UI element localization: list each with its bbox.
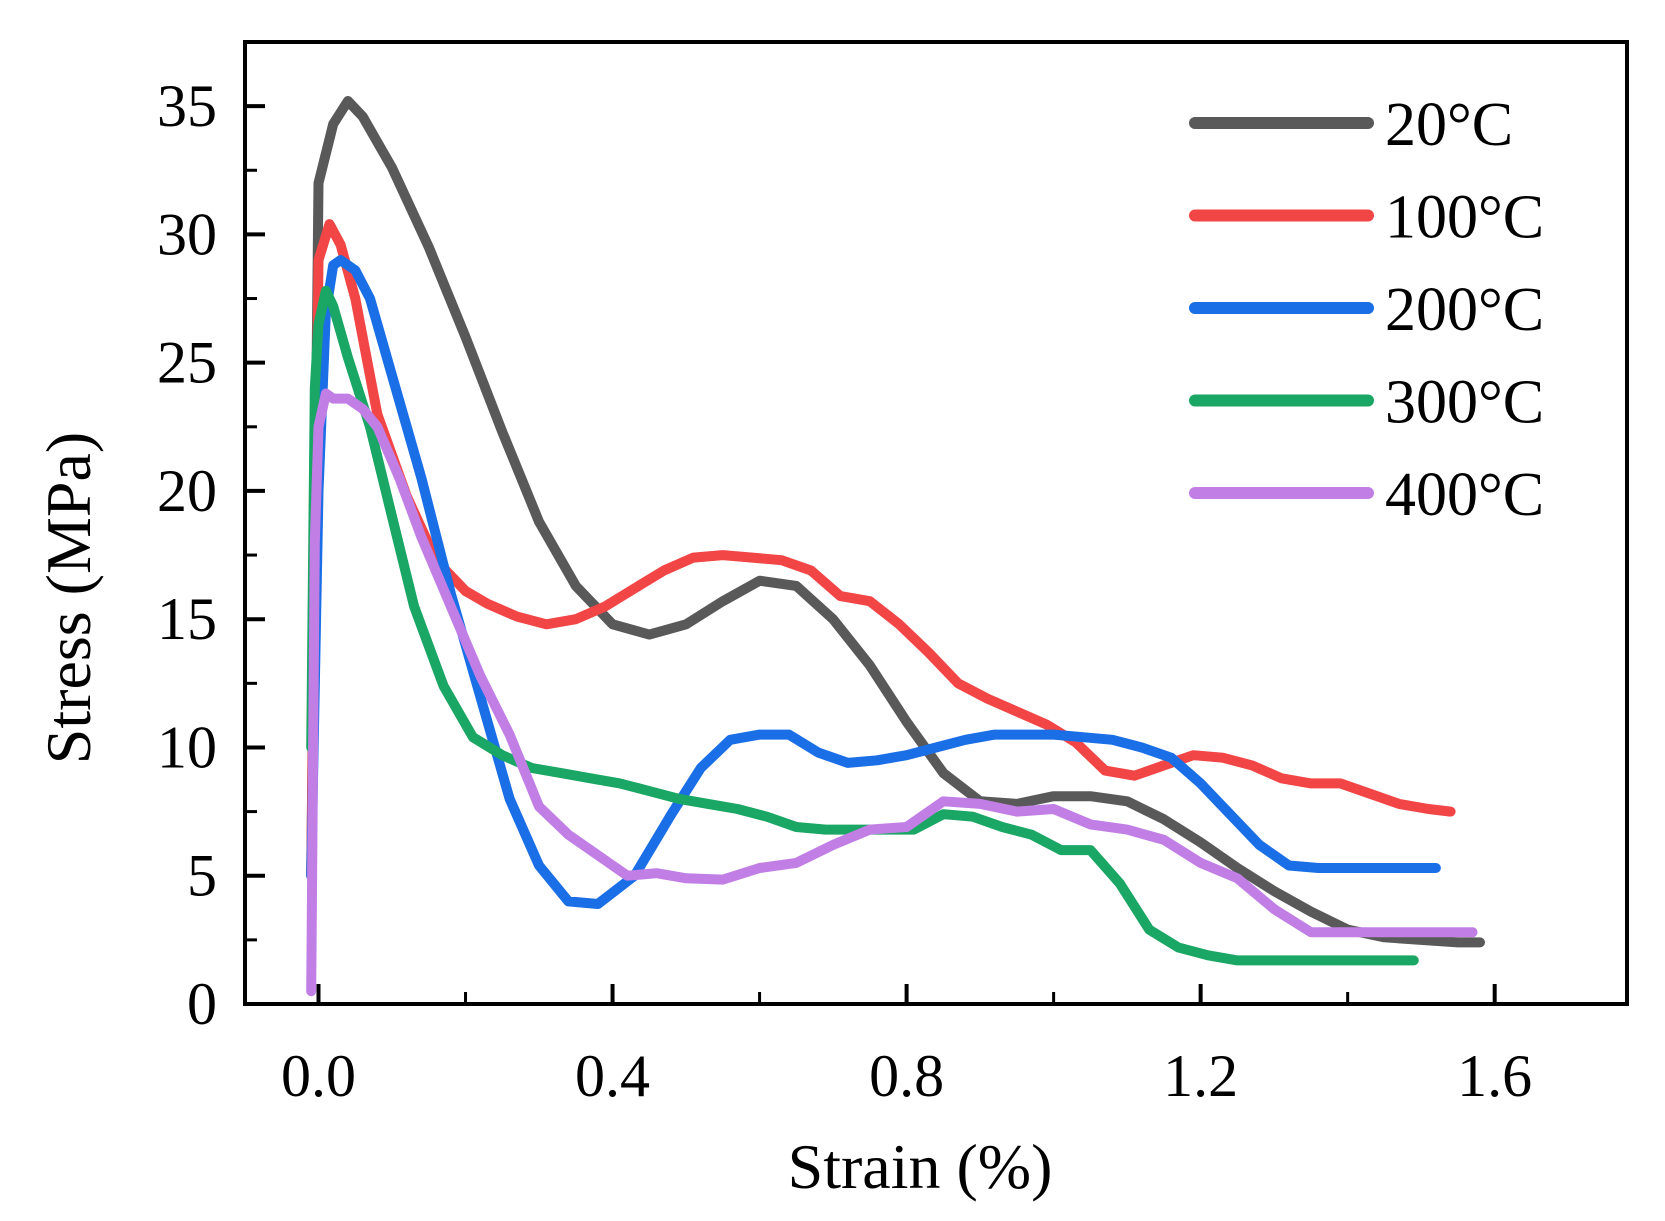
y-tick-label: 0 <box>187 971 217 1037</box>
y-tick-label: 25 <box>157 330 217 396</box>
labels-layer: 0 5 10 15 20 25 30 35 0.0 0.4 0.8 1.2 1.6 <box>157 73 1532 1109</box>
y-tick-label: 5 <box>187 843 217 909</box>
y-tick-label: 10 <box>157 714 217 780</box>
y-tick-label: 15 <box>157 586 217 652</box>
x-tick-label: 1.2 <box>1163 1043 1238 1109</box>
legend: 20°C 100°C 200°C 300°C 400°C <box>1189 91 1544 529</box>
series-line-200CC <box>306 255 1441 909</box>
y-tick-label: 30 <box>157 201 217 267</box>
x-tick-label: 1.6 <box>1457 1043 1532 1109</box>
legend-label: 200°C <box>1385 276 1544 344</box>
plot-frame <box>243 40 1629 1006</box>
legend-label: 300°C <box>1385 369 1544 437</box>
legend-label: 20°C <box>1385 91 1513 159</box>
x-axis-title: Strain (%) <box>788 1131 1053 1202</box>
x-tick-label: 0.0 <box>281 1043 356 1109</box>
series-line-300CC <box>306 285 1419 966</box>
series-layer <box>306 96 1485 997</box>
x-tick-label: 0.4 <box>575 1043 650 1109</box>
series-line-400CC <box>306 388 1478 997</box>
y-tick-label: 20 <box>157 458 217 524</box>
series-line-100CC <box>306 219 1456 881</box>
legend-label: 400°C <box>1385 461 1544 529</box>
legend-label: 100°C <box>1385 184 1544 252</box>
series-line-20CC <box>306 96 1485 948</box>
y-tick-label: 35 <box>157 73 217 139</box>
x-tick-label: 0.8 <box>869 1043 944 1109</box>
y-axis-title: Stress (MPa) <box>33 432 104 764</box>
